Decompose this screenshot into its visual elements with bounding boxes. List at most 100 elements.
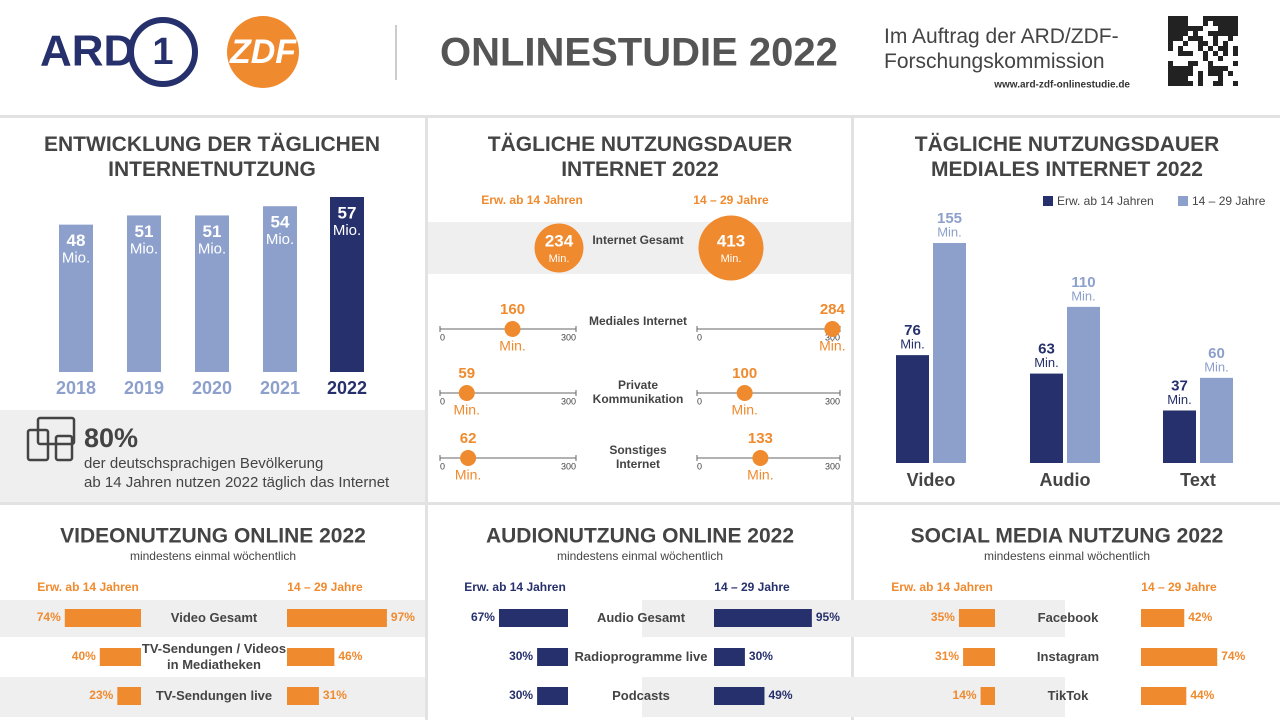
value-label: 30% (509, 649, 533, 663)
qr-cell (1183, 66, 1188, 71)
ard-logo-ring (128, 17, 198, 87)
qr-cell (1233, 26, 1238, 31)
value-label: 23% (89, 688, 113, 702)
zdf-logo: ZDF (229, 33, 297, 71)
bar (714, 648, 745, 666)
x-tick-label: 2019 (124, 378, 164, 398)
bar (537, 648, 568, 666)
value-label: 31% (323, 688, 347, 702)
unit-label: Mio. (62, 250, 90, 267)
qr-cell (1168, 41, 1173, 46)
value-label: 42% (1188, 610, 1212, 624)
qr-cell (1198, 41, 1203, 46)
qr-cell (1213, 31, 1218, 36)
value-label: 51 (135, 222, 154, 241)
qr-cell (1183, 76, 1188, 81)
qr-cell (1168, 26, 1173, 31)
qr-cell (1183, 21, 1188, 26)
value-label: 30% (749, 649, 773, 663)
x-tick-label: 0 (440, 461, 445, 471)
dot (504, 321, 521, 337)
unit-label: Min. (1167, 392, 1192, 407)
qr-cell (1168, 76, 1173, 81)
unit-label: Min. (549, 253, 570, 265)
value-label: 37 (1171, 377, 1188, 394)
bar (287, 648, 335, 666)
qr-cell (1223, 16, 1228, 21)
qr-cell (1208, 31, 1213, 36)
qr-cell (1208, 71, 1213, 76)
bar (537, 687, 568, 705)
category-label: Audio Gesamt (596, 610, 686, 626)
x-tick-label: 300 (825, 461, 840, 471)
chart-title: ENTWICKLUNG DER TÄGLICHEN INTERNETNUTZUN… (44, 133, 380, 182)
value-label: 413 (717, 231, 745, 250)
qr-cell (1203, 16, 1208, 21)
value-label: 30% (509, 688, 533, 702)
value-label: 49% (768, 688, 792, 702)
x-tick-label: 0 (440, 332, 445, 342)
value-label: 31% (935, 649, 959, 663)
qr-cell (1178, 51, 1183, 56)
legend-label: Erw. ab 14 Jahren (1057, 194, 1154, 208)
bar (59, 224, 93, 372)
commission: Im Auftrag der ARD/ZDF-Forschungskommiss… (884, 25, 1119, 74)
chart-subtitle: mindestens einmal wöchentlich (557, 549, 723, 563)
dot (736, 385, 753, 401)
x-tick-label: Audio (1040, 470, 1091, 490)
category-label: TV-Sendungen live (155, 688, 273, 704)
unit-label: Min. (819, 338, 845, 354)
qr-cell (1213, 36, 1218, 41)
category-label: Sonstiges Internet (609, 443, 667, 472)
unit-label: Min. (721, 253, 742, 265)
qr-cell (1233, 46, 1238, 51)
qr-cell (1228, 36, 1233, 41)
value-label: 59 (458, 365, 475, 382)
qr-cell (1188, 81, 1193, 86)
legend-label: Erw. ab 14 Jahren (37, 580, 139, 594)
value-label: 74% (1221, 649, 1245, 663)
dot (752, 450, 769, 466)
x-tick-label: 0 (440, 396, 445, 406)
qr-cell (1173, 81, 1178, 86)
qr-cell (1218, 46, 1223, 51)
qr-cell (1233, 16, 1238, 21)
qr-cell (1173, 71, 1178, 76)
qr-cell (1178, 76, 1183, 81)
chart-title: AUDIONUTZUNG ONLINE 2022 (486, 525, 794, 548)
qr-cell (1228, 71, 1233, 76)
value-label: 44% (1190, 688, 1214, 702)
page-title: ONLINESTUDIE 2022 (440, 31, 838, 75)
x-tick-label: Video (907, 470, 956, 490)
x-tick-label: 2018 (56, 378, 96, 398)
x-tick-label: 300 (561, 332, 576, 342)
qr-cell (1213, 71, 1218, 76)
chart-title: TÄGLICHE NUTZUNGSDAUER INTERNET 2022 (487, 133, 793, 182)
qr-cell (1178, 31, 1183, 36)
bar (1141, 687, 1187, 705)
legend-label: 14 – 29 Jahre (714, 580, 790, 594)
value-label: 97% (391, 610, 415, 624)
qr-cell (1203, 41, 1208, 46)
chart-title: TÄGLICHE NUTZUNGSDAUER MEDIALES INTERNET… (914, 133, 1220, 182)
x-tick-label: 300 (561, 461, 576, 471)
qr-cell (1183, 71, 1188, 76)
value-label: 133 (748, 430, 773, 447)
x-tick-label: 0 (697, 396, 702, 406)
qr-cell (1168, 81, 1173, 86)
qr-cell (1188, 66, 1193, 71)
value-label: 76 (904, 322, 921, 339)
category-label: TikTok (1047, 688, 1089, 704)
qr-cell (1178, 66, 1183, 71)
qr-cell (1173, 66, 1178, 71)
qr-cell (1168, 71, 1173, 76)
qr-cell (1173, 76, 1178, 81)
unit-label: Min. (455, 467, 481, 483)
value-label: 54 (271, 213, 290, 232)
category-label: Facebook (1037, 610, 1099, 626)
qr-cell (1218, 16, 1223, 21)
category-label: Radioprogramme live (574, 649, 708, 665)
value-label: 57 (338, 203, 357, 222)
zdf-logo-disc (227, 16, 299, 88)
category-label: TV-Sendungen / Videos in Mediatheken (141, 641, 287, 672)
